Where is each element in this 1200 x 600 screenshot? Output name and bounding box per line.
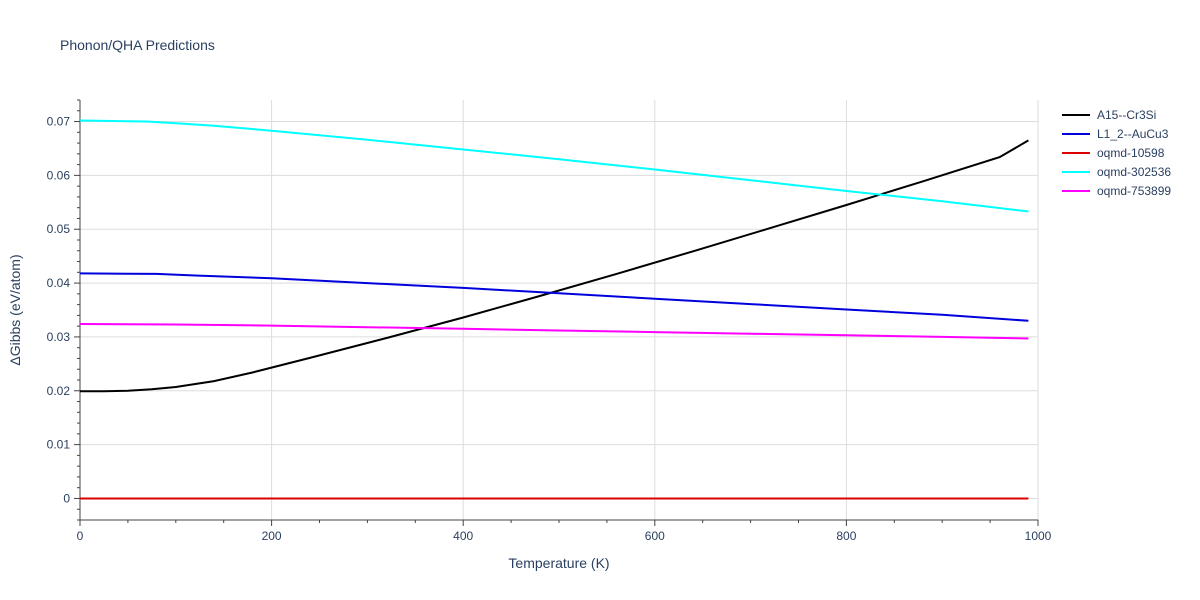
y-tick-label: 0.02 <box>47 384 71 398</box>
x-axis-label: Temperature (K) <box>508 555 609 571</box>
x-tick-label: 600 <box>645 529 665 543</box>
legend-label: A15--Cr3Si <box>1097 108 1156 122</box>
x-tick-label: 200 <box>262 529 282 543</box>
legend-item[interactable]: oqmd-753899 <box>1062 184 1171 198</box>
y-tick-label: 0.03 <box>47 330 71 344</box>
y-tick-label: 0.06 <box>47 168 71 182</box>
x-tick-label: 400 <box>453 529 473 543</box>
x-tick-label: 1000 <box>1025 529 1052 543</box>
legend-label: oqmd-753899 <box>1097 184 1171 198</box>
y-tick-label: 0 <box>63 491 70 505</box>
legend-item[interactable]: oqmd-302536 <box>1062 165 1171 179</box>
y-tick-label: 0.05 <box>47 222 71 236</box>
series-line-L1_2--AuCu3 <box>79 272 1029 322</box>
chart-title: Phonon/QHA Predictions <box>60 37 215 53</box>
series-lines <box>79 119 1029 500</box>
legend[interactable]: A15--Cr3Si L1_2--AuCu3 oqmd-10598 oqmd-3025… <box>1062 108 1171 198</box>
y-tick-label: 0.04 <box>47 276 71 290</box>
series-line-oqmd-302536 <box>79 119 1029 213</box>
legend-label: oqmd-302536 <box>1097 165 1171 179</box>
y-axis-label: ΔGibbs (eV/atom) <box>7 254 23 365</box>
x-tick-label: 0 <box>77 529 84 543</box>
series-line-oqmd-753899 <box>79 323 1029 340</box>
legend-label: oqmd-10598 <box>1097 146 1165 160</box>
legend-item[interactable]: oqmd-10598 <box>1062 146 1165 160</box>
y-tick-label: 0.01 <box>47 438 71 452</box>
legend-item[interactable]: A15--Cr3Si <box>1062 108 1156 122</box>
legend-label: L1_2--AuCu3 <box>1097 127 1169 141</box>
axes: 0 200 400 600 800 1000 0 0.01 0.02 0.03 0.04 0.05 0.… <box>47 99 1052 543</box>
series-line-A15--Cr3Si <box>80 139 1029 393</box>
grid <box>80 100 1039 520</box>
legend-item[interactable]: L1_2--AuCu3 <box>1062 127 1169 141</box>
x-tick-label: 800 <box>836 529 856 543</box>
y-tick-label: 0.07 <box>47 115 71 129</box>
